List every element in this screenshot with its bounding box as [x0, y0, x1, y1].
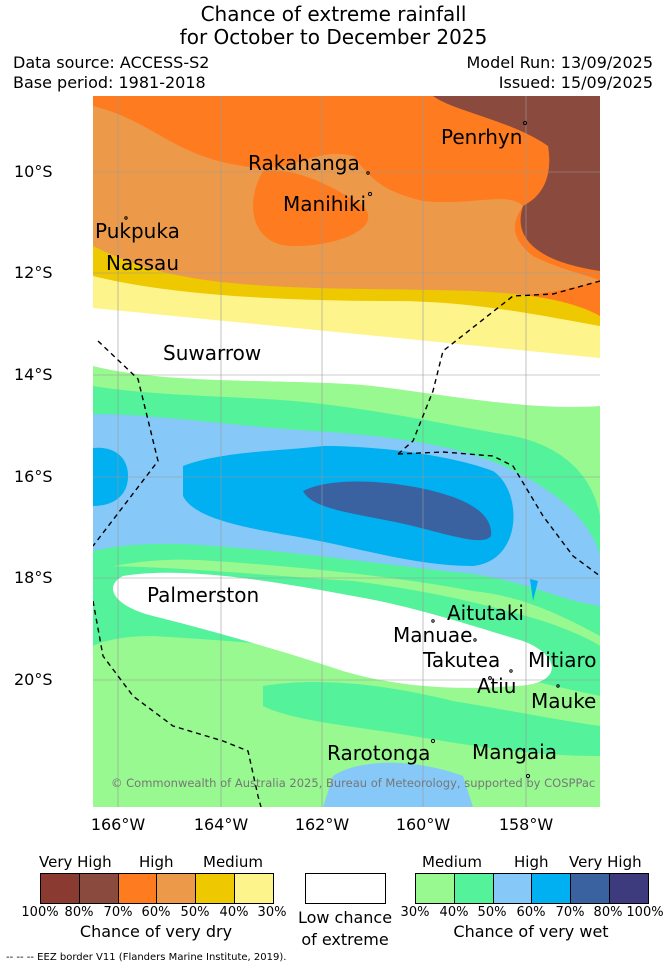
- lon-label: 164°W: [193, 815, 249, 834]
- region-low-chance-band: [93, 338, 600, 381]
- place-label: Atiu: [477, 674, 517, 698]
- legend-wet-pct: 30%: [400, 905, 430, 920]
- map-title-line2: for October to December 2025: [179, 25, 488, 49]
- place-label: Manuae: [393, 623, 473, 647]
- place-label: Palmerston: [147, 583, 260, 607]
- place-label: Mauke: [531, 689, 597, 713]
- rainfall-map: Penrhyn Rakahanga Manihiki Pukpuka Nassa…: [93, 96, 600, 807]
- swatch: [157, 874, 197, 903]
- place-label: Takutea: [423, 648, 501, 672]
- lat-label: 12°S: [14, 263, 53, 282]
- place-label: Suwarrow: [163, 341, 262, 365]
- region-very-high-wet: [303, 481, 492, 541]
- lon-label: 166°W: [90, 815, 146, 834]
- legend-dry-swatches: [40, 873, 274, 904]
- place-label: Aitutaki: [447, 601, 524, 625]
- swatch: [196, 874, 236, 903]
- issued-date: Issued: 15/09/2025: [498, 73, 653, 92]
- swatch: [118, 874, 158, 903]
- legend-wet-pct: 80%: [593, 905, 623, 920]
- legend-low-swatch: [305, 873, 386, 904]
- graticule: [93, 96, 600, 807]
- legend-dry-very-high: Very High: [39, 853, 112, 871]
- legend-dry-pct: 30%: [257, 905, 287, 920]
- region-low-dry-fill: [93, 294, 600, 358]
- place-label: Penrhyn: [441, 125, 523, 149]
- model-run: Model Run: 13/09/2025: [466, 53, 654, 72]
- swatch: [454, 874, 494, 903]
- data-source: Data source: ACCESS-S2: [13, 53, 210, 72]
- swatch: [79, 874, 119, 903]
- place-label: Mangaia: [472, 740, 557, 764]
- legend-wet-very-high: Very High: [569, 853, 642, 871]
- legend-wet-pct: 100%: [626, 905, 664, 920]
- legend-dry-caption: Chance of very dry: [79, 922, 233, 941]
- island-markers: [124, 120, 560, 779]
- region-wet-lightblue-south: [323, 762, 473, 807]
- swatch: [571, 874, 611, 903]
- lat-label: 10°S: [14, 162, 53, 181]
- legend-wet-medium: Medium: [422, 853, 482, 871]
- legend-wet-pct: 50%: [477, 905, 507, 920]
- lon-label: 160°W: [395, 815, 451, 834]
- lat-label: 16°S: [14, 467, 53, 486]
- legend-dry-pct: 70%: [103, 905, 133, 920]
- swatch: [235, 874, 273, 903]
- lat-label: 14°S: [14, 365, 53, 384]
- base-period: Base period: 1981-2018: [13, 73, 206, 92]
- lon-label: 162°W: [294, 815, 350, 834]
- swatch: [41, 874, 80, 903]
- eez-footnote: -- -- -- EEZ border V11 (Flanders Marine…: [6, 952, 287, 963]
- swatch: [532, 874, 572, 903]
- legend-wet-pct: 70%: [555, 905, 585, 920]
- legend-dry-pct: 60%: [141, 905, 171, 920]
- region-wet-cyan-speck: [530, 579, 538, 601]
- place-label: Mitiaro: [528, 648, 597, 672]
- place-label: Nassau: [106, 251, 179, 275]
- place-label: Manihiki: [283, 192, 367, 216]
- legend-dry-pct: 100%: [21, 905, 59, 920]
- swatch: [493, 874, 533, 903]
- legend-low-caption-2: of extreme: [301, 930, 389, 949]
- legend-low-caption-1: Low chance: [297, 908, 393, 927]
- swatch: [416, 874, 455, 903]
- region-high-dry-patch: [253, 170, 369, 246]
- lat-label: 18°S: [14, 568, 53, 587]
- region-low-chance-palmerston: [113, 572, 552, 688]
- legend-wet-swatches: [415, 873, 649, 904]
- legend-dry-pct: 40%: [219, 905, 249, 920]
- swatch: [610, 874, 648, 903]
- legend-dry-pct: 80%: [64, 905, 94, 920]
- legend-dry-pct: 50%: [180, 905, 210, 920]
- place-label: Pukpuka: [95, 219, 180, 243]
- legend-wet-pct: 60%: [516, 905, 546, 920]
- lat-label: 20°S: [14, 670, 53, 689]
- place-label: Rakahanga: [248, 151, 360, 175]
- region-wet-teal-strip: [263, 681, 600, 756]
- legend-wet-pct: 40%: [439, 905, 469, 920]
- legend-dry-medium: Medium: [203, 853, 263, 871]
- place-label: Rarotonga: [327, 741, 431, 765]
- eez-border: [93, 280, 600, 807]
- lon-label: 158°W: [498, 815, 554, 834]
- map-canvas: [93, 96, 600, 807]
- map-title-line1: Chance of extreme rainfall: [200, 2, 467, 26]
- legend-dry-high: High: [139, 853, 174, 871]
- copyright: © Commonwealth of Australia 2025, Bureau…: [111, 776, 596, 790]
- legend-wet-caption: Chance of very wet: [453, 922, 609, 941]
- legend-wet-high: High: [514, 853, 549, 871]
